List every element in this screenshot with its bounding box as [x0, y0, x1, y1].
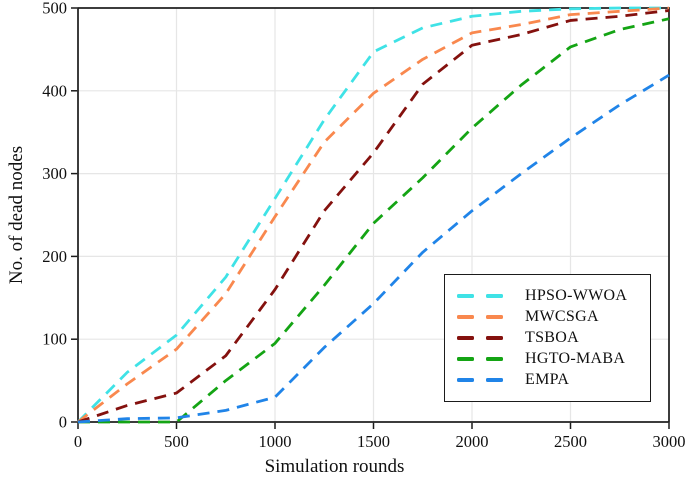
plot-border — [77, 7, 670, 423]
legend-item: HGTO-MABA — [457, 349, 650, 370]
legend-line-sample — [457, 357, 503, 361]
legend-label: HGTO-MABA — [525, 350, 626, 367]
series-line-MWCSGA — [77, 6, 670, 424]
chart-legend: HPSO-WWOA MWCSGA TSBOA HGTO-MABA EMPA — [444, 274, 651, 402]
x-tick-label: 2000 — [456, 432, 489, 451]
x-tick-label: 2500 — [554, 432, 587, 451]
x-tick-label: 1000 — [259, 432, 292, 451]
x-tick-label: 1500 — [357, 432, 390, 451]
legend-line-sample — [457, 336, 503, 340]
y-tick-label: 200 — [42, 247, 67, 266]
x-axis-title: Simulation rounds — [264, 456, 405, 477]
y-tick-label: 0 — [59, 413, 67, 432]
legend-line-sample — [457, 294, 503, 298]
legend-line-sample — [457, 315, 503, 319]
legend-label: TSBOA — [525, 329, 579, 346]
x-tick-label: 0 — [74, 432, 82, 451]
legend-label: EMPA — [525, 371, 570, 388]
legend-item: EMPA — [457, 370, 650, 391]
y-tick-label: 500 — [42, 0, 67, 18]
x-tick-label: 3000 — [653, 432, 685, 451]
y-axis-title: No. of dead nodes — [6, 145, 27, 285]
y-tick-label: 400 — [42, 81, 67, 100]
legend-label: HPSO-WWOA — [525, 287, 628, 304]
legend-label: MWCSGA — [525, 308, 599, 325]
legend-item: TSBOA — [457, 328, 650, 349]
y-tick-label: 300 — [42, 164, 67, 183]
y-tick-label: 100 — [42, 330, 67, 349]
series-line-HPSO-WWOA — [77, 6, 669, 423]
legend-item: HPSO-WWOA — [457, 286, 650, 307]
x-tick-label: 500 — [164, 432, 189, 451]
series-line-HGTO-MABA — [78, 17, 670, 424]
legend-item: MWCSGA — [457, 307, 650, 328]
legend-line-sample — [457, 378, 503, 382]
series-line-TSBOA — [77, 9, 670, 424]
